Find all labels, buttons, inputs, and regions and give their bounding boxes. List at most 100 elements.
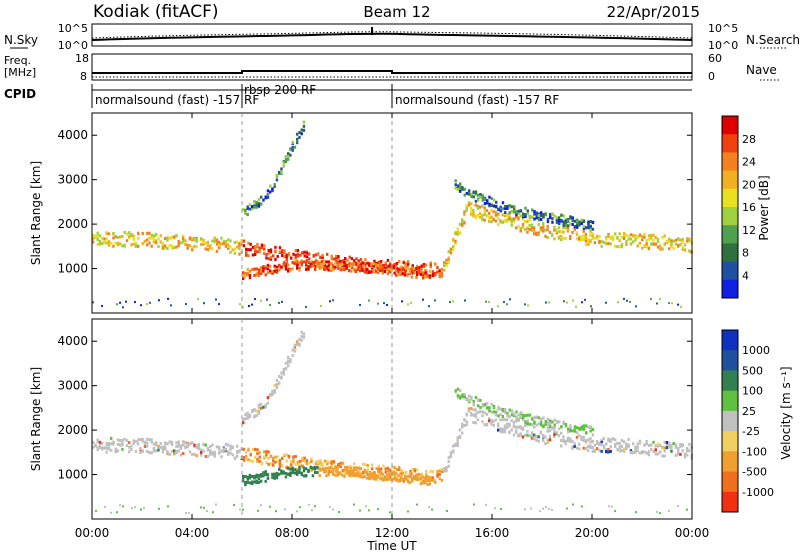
echo-cell-velocity [636,442,639,446]
echo-cell-power [141,231,144,235]
velocity-heatmap [92,330,693,515]
echo-cell-velocity [173,452,176,456]
echo-cell-velocity [200,448,203,452]
echo-cell-power [406,266,409,270]
echo-cell-velocity [600,438,603,442]
echo-cell-velocity [130,448,133,452]
echo-cell-velocity [116,449,120,453]
echo-cell-power [132,237,135,241]
echo-cell-power [456,230,459,234]
echo-cell-power [143,239,147,243]
echo-cell-velocity [411,467,414,471]
echo-cell-power [400,269,403,273]
echo-cell-velocity [539,510,541,513]
echo-cell-power [173,246,176,250]
echo-cell-velocity [347,469,351,473]
echo-cell-velocity [492,419,495,423]
echo-cell-power [262,269,265,273]
echo-cell-velocity [275,471,279,475]
echo-cell-velocity [576,426,579,430]
echo-cell-power [263,247,266,251]
echo-cell-power [419,272,423,276]
echo-cell-velocity [148,438,151,442]
echo-cell-power [566,301,568,304]
echo-cell-power [329,267,333,271]
echo-cell-velocity [659,512,661,515]
echo-cell-power [287,253,291,257]
echo-cell-power [582,226,586,230]
echo-cell-power [260,270,263,274]
echo-cell-velocity [656,442,660,446]
echo-cell-power [443,268,446,272]
echo-cell-velocity [546,421,550,425]
echo-cell-power [302,124,306,128]
freq-panel-frame [91,53,693,81]
echo-cell-velocity [155,449,158,453]
echo-cell-velocity [659,450,662,454]
echo-cell-power [323,261,326,265]
echo-cell-velocity [152,449,156,453]
echo-cell-velocity [605,449,608,453]
echo-cell-power [363,270,366,274]
echo-cell-power [296,249,300,253]
echo-cell-velocity [551,427,554,431]
echo-cell-velocity [398,467,401,471]
echo-cell-power [284,264,288,268]
echo-cell-power [428,276,432,280]
echo-cell-power [305,306,307,309]
echo-cell-velocity [330,459,333,463]
echo-cell-power [251,245,255,249]
echo-cell-velocity [319,463,322,467]
echo-cell-velocity [258,459,261,463]
echo-cell-velocity [251,482,254,486]
echo-cell-power [650,234,653,238]
echo-cell-power [636,235,639,239]
echo-cell-power [522,212,525,216]
echo-cell-power [560,229,563,233]
echo-cell-power [269,248,273,252]
echo-cell-velocity [587,445,590,449]
echo-cell-power [269,255,273,259]
echo-cell-power [531,208,534,212]
echo-cell-velocity [388,471,391,475]
echo-cell-power [517,212,520,216]
noise-sky-line [91,32,693,41]
echo-cell-power [483,202,487,206]
echo-cell-power [227,246,230,250]
echo-cell-velocity [262,405,265,409]
echo-cell-power [248,304,250,307]
echo-cell-power [573,227,576,231]
echo-cell-velocity [272,459,275,463]
echo-cell-power [513,207,516,211]
echo-cell-power [596,234,599,238]
echo-cell-velocity [94,444,97,448]
echo-cell-velocity [492,423,495,427]
echo-cell-velocity [332,472,335,476]
echo-cell-power [519,227,522,231]
echo-cell-velocity [143,507,145,510]
echo-cell-velocity [213,454,216,458]
echo-cell-power [485,300,487,303]
echo-cell-velocity [98,444,102,448]
echo-cell-power [638,241,642,245]
echo-cell-velocity [247,448,250,452]
echo-cell-velocity [488,419,491,423]
echo-cell-power [112,232,115,236]
echo-cell-velocity [377,470,380,474]
echo-cell-velocity [582,438,585,442]
echo-cell-power [314,260,317,264]
echo-cell-velocity [319,459,322,463]
echo-cell-power [611,238,615,242]
echo-cell-power [501,207,505,211]
echo-cell-velocity [152,442,156,446]
echo-cell-power [148,236,151,240]
echo-cell-power [544,213,547,217]
echo-cell-power [470,195,473,199]
echo-cell-velocity [246,475,249,479]
echo-cell-power [274,245,277,249]
echo-cell-velocity [656,510,658,513]
echo-cell-velocity [589,444,592,448]
echo-cell-velocity [164,447,167,451]
echo-cell-velocity [253,480,256,484]
echo-cell-power [278,170,281,174]
